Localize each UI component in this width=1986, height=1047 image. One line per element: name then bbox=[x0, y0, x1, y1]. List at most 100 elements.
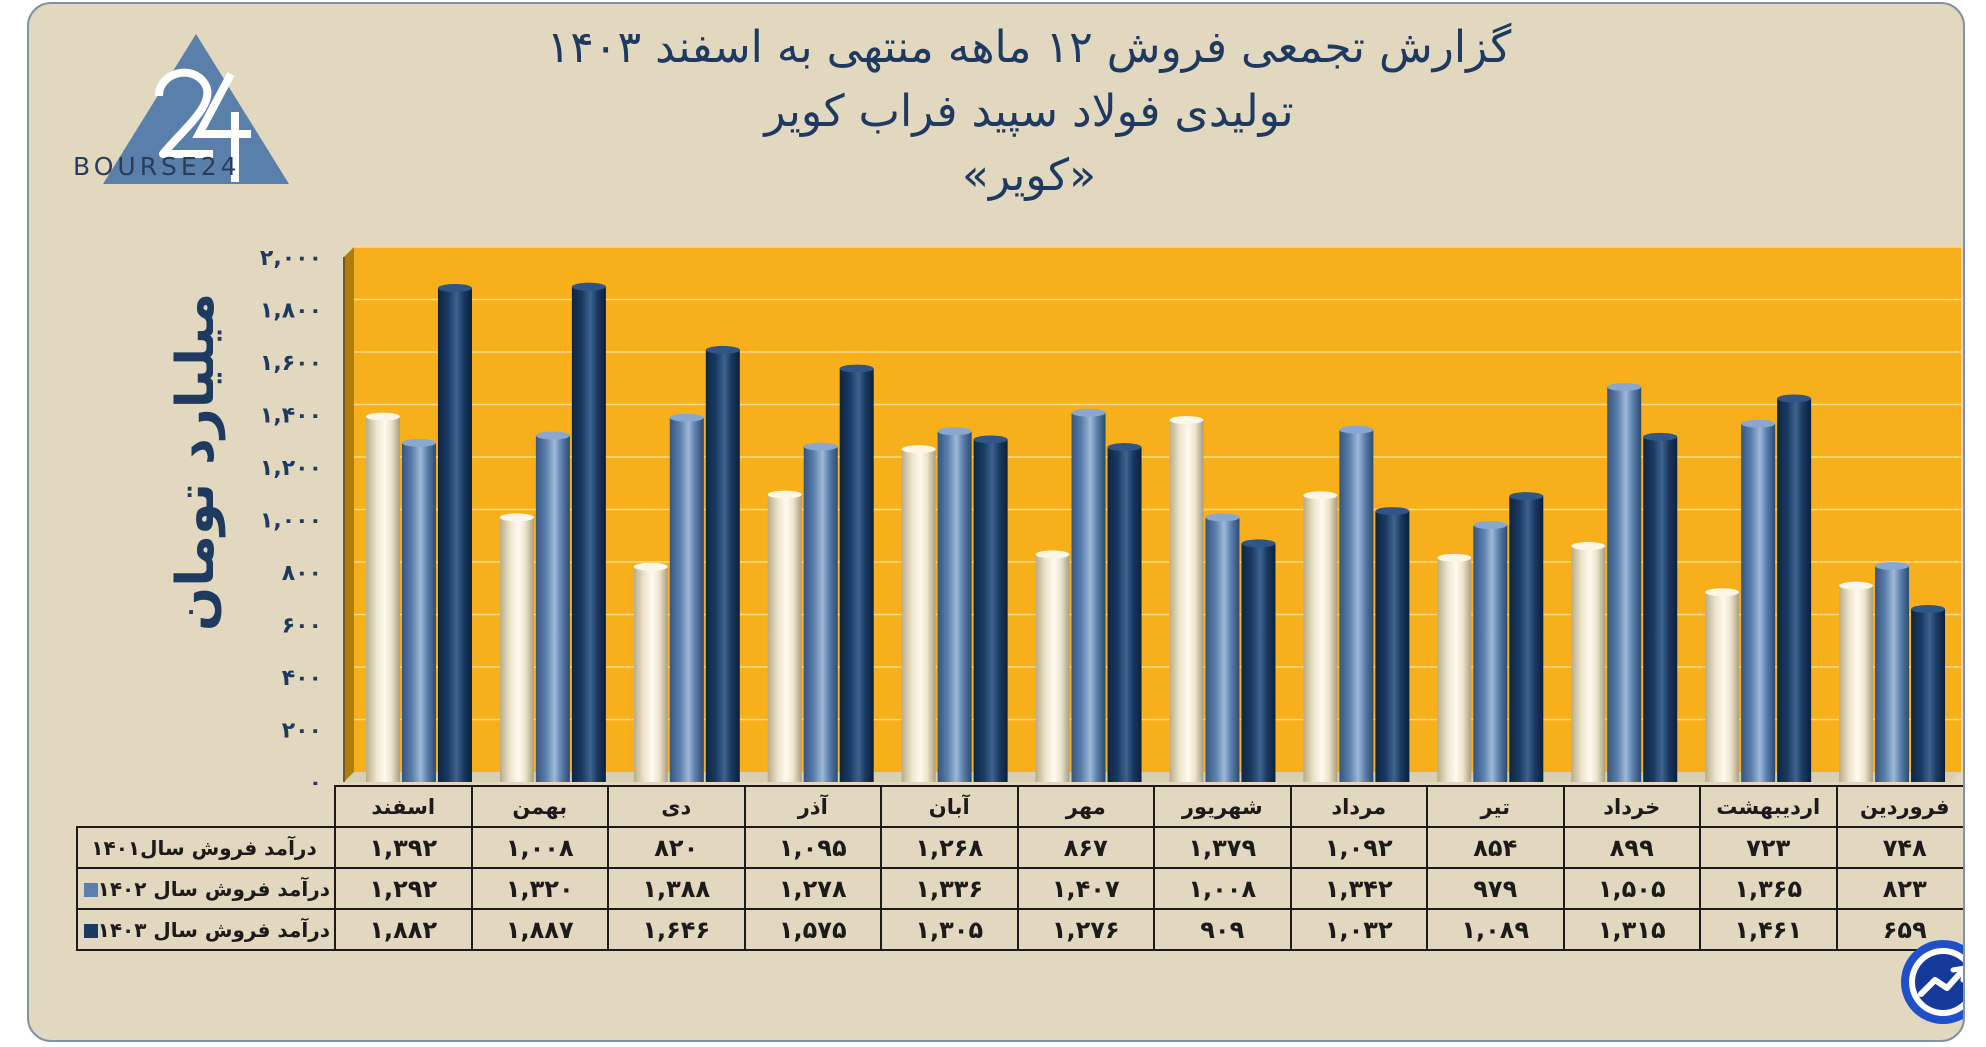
bar-cap-0-10 bbox=[499, 513, 534, 522]
data-value: ۱,۳۸۸ bbox=[607, 867, 746, 910]
series-row-label: درآمد فروش سال۱۴۰۱ bbox=[76, 826, 336, 869]
data-value: ۸۲۰ bbox=[607, 826, 746, 869]
bar-cap-1-2 bbox=[1607, 382, 1642, 391]
bar-2-5 bbox=[1241, 543, 1276, 782]
month-label: آبان bbox=[880, 785, 1019, 828]
y-tick-label: ۱,۶۰۰ bbox=[260, 351, 322, 376]
data-value: ۱,۴۰۷ bbox=[1016, 867, 1155, 910]
data-value: ۹۷۹ bbox=[1426, 867, 1565, 910]
data-value: ۸۲۳ bbox=[1835, 867, 1963, 910]
bar-cap-1-4 bbox=[1339, 425, 1374, 434]
month-label: آذر bbox=[743, 785, 882, 828]
data-value: ۱,۳۲۰ bbox=[470, 867, 609, 910]
data-value: ۱,۰۸۹ bbox=[1426, 908, 1565, 951]
data-table: اسفند بهمن دی آذر آبان مهر شهریور مرداد تیر خرداد… bbox=[76, 785, 1963, 951]
bar-cap-0-7 bbox=[901, 445, 936, 454]
report-card: گزارش تجمعی فروش ۱۲ ماهه منتهی به اسفند … bbox=[27, 2, 1965, 1042]
data-value: ۱,۰۰۸ bbox=[470, 826, 609, 869]
data-value: ۱,۰۳۲ bbox=[1289, 908, 1428, 951]
plot-floor bbox=[344, 772, 1961, 782]
bar-cap-2-4 bbox=[1375, 507, 1410, 516]
data-value: ۱,۳۳۶ bbox=[880, 867, 1019, 910]
data-value: ۷۲۳ bbox=[1699, 826, 1838, 869]
bar-cap-0-8 bbox=[767, 490, 802, 499]
data-value: ۱,۳۷۹ bbox=[1153, 826, 1292, 869]
bar-cap-2-8 bbox=[839, 364, 874, 373]
data-value: ۱,۲۷۶ bbox=[1016, 908, 1155, 951]
y-tick-label: ۴۰۰ bbox=[282, 666, 322, 691]
title-line-2: تولیدی فولاد سپید فراب کویر bbox=[764, 86, 1294, 137]
y-tick-label: ۱,۰۰۰ bbox=[260, 509, 322, 534]
plot-side-wall bbox=[344, 247, 354, 782]
series-row-label: درآمد فروش سال ۱۴۰۲ bbox=[76, 867, 336, 910]
series-row-label: درآمد فروش سال ۱۴۰۳ bbox=[76, 908, 336, 951]
bar-cap-0-5 bbox=[1169, 416, 1204, 425]
month-label: بهمن bbox=[470, 785, 609, 828]
bar-cap-2-0 bbox=[1911, 605, 1946, 614]
bar-2-3 bbox=[1509, 496, 1544, 782]
bar-1-10 bbox=[535, 435, 570, 782]
series-name: درآمد فروش سال ۱۴۰۲ bbox=[97, 876, 330, 901]
bar-1-0 bbox=[1875, 565, 1910, 782]
data-value: ۱,۵۰۵ bbox=[1562, 867, 1701, 910]
month-label: مهر bbox=[1016, 785, 1155, 828]
table-corner bbox=[77, 786, 336, 828]
data-value: ۸۶۷ bbox=[1016, 826, 1155, 869]
series-name: درآمد فروش سال ۱۴۰۳ bbox=[97, 917, 330, 942]
bar-2-0 bbox=[1911, 609, 1946, 782]
data-value: ۱,۶۴۶ bbox=[607, 908, 746, 951]
bar-1-8 bbox=[803, 446, 838, 782]
y-tick-label: ۸۰۰ bbox=[282, 561, 322, 586]
bar-chart: ۰۲۰۰۴۰۰۶۰۰۸۰۰۱,۰۰۰۱,۲۰۰۱,۴۰۰۱,۶۰۰۱,۸۰۰۲,… bbox=[260, 246, 1961, 796]
data-value: ۱,۲۹۲ bbox=[334, 867, 473, 910]
data-value: ۱,۸۸۷ bbox=[470, 908, 609, 951]
data-value: ۱,۴۶۱ bbox=[1699, 908, 1838, 951]
y-axis-title: میلیارد تومان bbox=[166, 293, 226, 631]
bar-cap-1-9 bbox=[669, 413, 704, 422]
trend-badge-icon bbox=[1901, 940, 1963, 1024]
bourse24-logo bbox=[103, 34, 289, 184]
bar-cap-0-3 bbox=[1437, 553, 1472, 562]
month-label: فروردین bbox=[1835, 785, 1963, 828]
bar-2-4 bbox=[1375, 511, 1410, 782]
y-tick-label: ۶۰۰ bbox=[282, 614, 322, 639]
bar-0-1 bbox=[1705, 592, 1740, 782]
legend-swatch bbox=[83, 924, 98, 938]
bar-2-11 bbox=[437, 287, 472, 782]
bar-cap-1-5 bbox=[1205, 513, 1240, 522]
bar-1-1 bbox=[1741, 423, 1776, 782]
bar-cap-2-1 bbox=[1777, 394, 1812, 403]
y-tick-label: ۲۰۰ bbox=[282, 719, 322, 744]
bar-2-10 bbox=[571, 286, 606, 782]
y-tick-label: ۱,۸۰۰ bbox=[260, 299, 322, 324]
bar-cap-1-7 bbox=[937, 427, 972, 436]
bar-1-9 bbox=[669, 417, 704, 782]
bar-0-7 bbox=[901, 449, 936, 782]
month-label: شهریور bbox=[1153, 785, 1292, 828]
bar-1-3 bbox=[1473, 525, 1508, 782]
y-tick-label: ۲,۰۰۰ bbox=[260, 246, 322, 271]
bar-0-2 bbox=[1571, 546, 1606, 782]
series-name: درآمد فروش سال۱۴۰۱ bbox=[91, 835, 317, 860]
bar-cap-0-4 bbox=[1303, 491, 1338, 500]
bar-cap-1-1 bbox=[1741, 419, 1776, 428]
data-value: ۱,۰۹۵ bbox=[743, 826, 882, 869]
bar-1-2 bbox=[1607, 386, 1642, 782]
bar-0-0 bbox=[1839, 585, 1874, 782]
data-value: ۱,۵۷۵ bbox=[743, 908, 882, 951]
y-tick-label: ۱,۴۰۰ bbox=[260, 404, 322, 429]
bar-2-2 bbox=[1643, 436, 1678, 782]
bar-cap-2-3 bbox=[1509, 492, 1544, 501]
bar-2-9 bbox=[705, 349, 740, 782]
data-value: ۱,۳۴۲ bbox=[1289, 867, 1428, 910]
month-label: خرداد bbox=[1562, 785, 1701, 828]
bar-cap-2-7 bbox=[973, 435, 1008, 444]
data-value: ۱,۳۱۵ bbox=[1562, 908, 1701, 951]
bar-0-10 bbox=[499, 517, 534, 782]
bar-0-11 bbox=[365, 416, 400, 782]
legend-swatch bbox=[83, 883, 98, 897]
data-value: ۷۴۸ bbox=[1835, 826, 1963, 869]
bar-cap-1-6 bbox=[1071, 408, 1106, 417]
bar-2-7 bbox=[973, 439, 1008, 782]
bar-cap-1-8 bbox=[803, 442, 838, 451]
